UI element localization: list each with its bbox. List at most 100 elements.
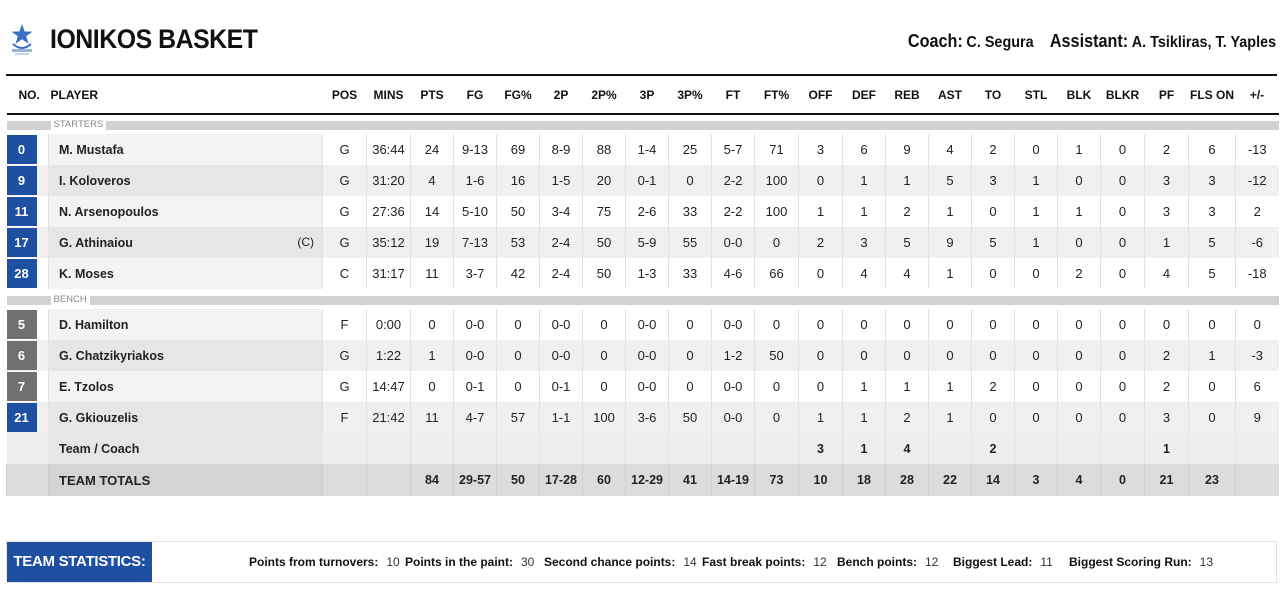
- stat-cell: 3: [1014, 464, 1058, 496]
- stat-cell: 0: [971, 196, 1015, 227]
- column-header[interactable]: REB: [885, 76, 929, 115]
- stat-cell: 2: [798, 227, 843, 258]
- stat-cell: 22: [928, 464, 972, 496]
- empty-cell: [6, 433, 49, 464]
- stat-cell: [322, 464, 367, 496]
- team-stat-value: 13: [1199, 555, 1214, 569]
- stat-cell: 0: [1014, 371, 1058, 402]
- column-header[interactable]: BLK: [1057, 76, 1101, 115]
- column-header[interactable]: AST: [928, 76, 972, 115]
- player-name-link[interactable]: K. Moses: [59, 266, 114, 281]
- column-header[interactable]: FT%: [754, 76, 799, 115]
- column-header[interactable]: PLAYER: [48, 76, 323, 115]
- player-row[interactable]: 7 E. Tzolos G 14:47 0 0-1 0 0-1 0 0-0 0 0-0 0 0 1 1 1 2 0 0…: [6, 371, 1279, 402]
- column-header[interactable]: MINS: [366, 76, 411, 115]
- team-stat-item: Points from turnovers: 10: [249, 555, 400, 569]
- column-header[interactable]: FG: [453, 76, 497, 115]
- column-header[interactable]: FG%: [496, 76, 540, 115]
- stat-cell: 0-0: [453, 309, 497, 340]
- stat-cell: 1: [798, 196, 843, 227]
- page-header: IONIKOS BASKET Coach: C. Segura Assistant:…: [0, 0, 1280, 75]
- stat-cell: G: [322, 165, 367, 196]
- column-header[interactable]: PF: [1144, 76, 1189, 115]
- stat-cell: 0: [1057, 402, 1101, 433]
- stat-cell: 1: [842, 402, 886, 433]
- column-header[interactable]: BLKR: [1100, 76, 1145, 115]
- stat-cell: 3: [1144, 165, 1189, 196]
- column-header[interactable]: POS: [322, 76, 367, 115]
- player-row[interactable]: 5 D. Hamilton F 0:00 0 0-0 0 0-0 0 0-0 0 0-0 0 0 0 0 0 0 0…: [6, 309, 1279, 340]
- column-header[interactable]: 3P: [625, 76, 669, 115]
- player-row[interactable]: 9 I. Koloveros G 31:20 4 1-6 16 1-5 20 0-1 0 2-2 100…: [6, 165, 1279, 196]
- stat-cell: 0-0: [453, 340, 497, 371]
- stat-cell: 0: [971, 258, 1015, 289]
- player-name-link[interactable]: M. Mustafa: [59, 142, 124, 157]
- stat-cell: 5: [928, 165, 972, 196]
- column-header[interactable]: PTS: [410, 76, 454, 115]
- player-name-link[interactable]: G. Gkiouzelis: [59, 410, 139, 425]
- column-header[interactable]: DEF: [842, 76, 886, 115]
- stat-cell: [711, 433, 755, 464]
- stat-cell: 1: [410, 340, 454, 371]
- stat-cell: -13: [1235, 134, 1279, 165]
- team-coach-label: Team / Coach: [48, 433, 323, 464]
- player-name-link[interactable]: N. Arsenopoulos: [59, 204, 159, 219]
- stat-cell: 69: [496, 134, 540, 165]
- column-header[interactable]: FLS ON: [1188, 76, 1236, 115]
- stat-cell: 4: [885, 258, 929, 289]
- stat-cell: 42: [496, 258, 540, 289]
- player-row[interactable]: 17 G. Athinaiou (C) G 35:12 19 7-13 53 2-4 50 5-9 5…: [6, 227, 1279, 258]
- stat-cell: [539, 433, 583, 464]
- column-header[interactable]: 2P: [539, 76, 583, 115]
- stat-cell: 1: [842, 196, 886, 227]
- stat-cell: 0: [582, 371, 626, 402]
- team-name: IONIKOS BASKET: [50, 24, 258, 54]
- stat-cell: 19: [410, 227, 454, 258]
- stat-cell: 9: [1235, 402, 1279, 433]
- stat-cell: 4: [842, 258, 886, 289]
- stat-cell: 0: [1100, 134, 1145, 165]
- stat-cell: [410, 433, 454, 464]
- stat-cell: [1014, 433, 1058, 464]
- stat-cell: 0: [1144, 309, 1189, 340]
- stat-cell: 0: [668, 309, 712, 340]
- column-header[interactable]: +/-: [1235, 76, 1279, 115]
- player-name-link[interactable]: I. Koloveros: [59, 173, 131, 188]
- stat-cell: 31:20: [366, 165, 411, 196]
- column-header[interactable]: FT: [711, 76, 755, 115]
- stat-cell: 2-6: [625, 196, 669, 227]
- stat-cell: 1: [1057, 134, 1101, 165]
- player-name-link[interactable]: D. Hamilton: [59, 317, 129, 332]
- stat-cell: 1: [928, 371, 972, 402]
- stat-cell: 21: [1144, 464, 1189, 496]
- stat-cell: [453, 433, 497, 464]
- stat-cell: 0: [1057, 340, 1101, 371]
- column-header[interactable]: TO: [971, 76, 1015, 115]
- stat-cell: [496, 433, 540, 464]
- player-name-link[interactable]: E. Tzolos: [59, 379, 114, 394]
- column-header[interactable]: 3P%: [668, 76, 712, 115]
- stat-cell: -3: [1235, 340, 1279, 371]
- stat-cell: 53: [496, 227, 540, 258]
- stat-cell: 0: [582, 309, 626, 340]
- stat-cell: 35:12: [366, 227, 411, 258]
- column-header[interactable]: NO.: [6, 76, 49, 115]
- team-stat-value: 11: [1040, 555, 1053, 569]
- column-header[interactable]: OFF: [798, 76, 843, 115]
- player-name-link[interactable]: G. Chatzikyriakos: [59, 348, 164, 363]
- stat-cell: [928, 433, 972, 464]
- stat-cell: 14-19: [711, 464, 755, 496]
- column-header[interactable]: 2P%: [582, 76, 626, 115]
- stat-cell: 75: [582, 196, 626, 227]
- stat-cell: 0: [885, 340, 929, 371]
- stat-cell: 41: [668, 464, 712, 496]
- player-row[interactable]: 21 G. Gkiouzelis F 21:42 11 4-7 57 1-1 100 3-6 50 0…: [6, 402, 1279, 433]
- player-row[interactable]: 0 M. Mustafa G 36:44 24 9-13 69 8-9 88 1-4 25 5-7 71…: [6, 134, 1279, 165]
- player-row[interactable]: 28 K. Moses C 31:17 11 3-7 42 2-4 50 1-3 33 4-6 66 0 4…: [6, 258, 1279, 289]
- column-header[interactable]: STL: [1014, 76, 1058, 115]
- player-name-link[interactable]: G. Athinaiou: [59, 235, 133, 250]
- player-row[interactable]: 11 N. Arsenopoulos G 27:36 14 5-10 50 3-4 75 2-6 3…: [6, 196, 1279, 227]
- stat-cell: 0-1: [539, 371, 583, 402]
- player-row[interactable]: 6 G. Chatzikyriakos G 1:22 1 0-0 0 0-0 0 0-0 0 1-2 5…: [6, 340, 1279, 371]
- table-header-row: NO. PLAYER POS MINS PTS FG FG% 2P 2P% 3P 3P% FT FT% O…: [6, 76, 1279, 115]
